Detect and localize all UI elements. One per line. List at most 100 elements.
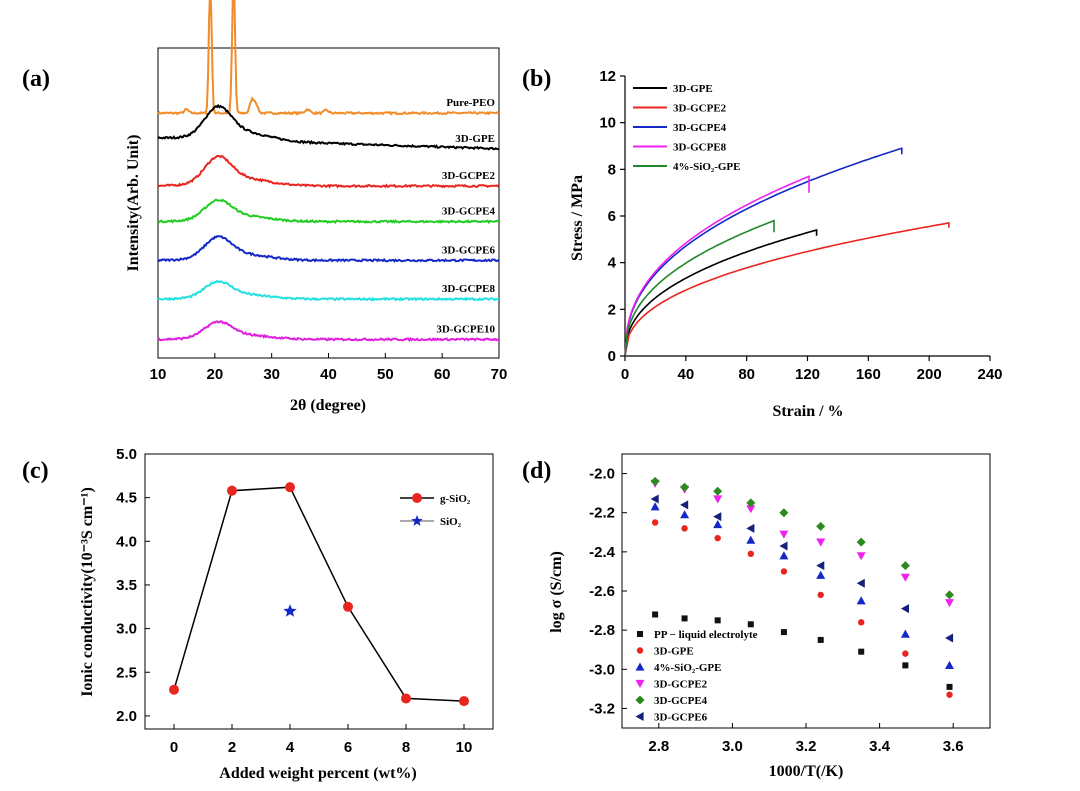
panel-c-point-g-sio (285, 482, 295, 493)
panel-d-point-4-sio-gpe (816, 570, 826, 579)
panel-b-ytick-label: 4 (608, 255, 617, 272)
panel-d-point-pp-liquid-electrolyte (681, 615, 688, 622)
panel-d-point-3d-gpe (817, 591, 824, 599)
panel-c-legend-marker-sio (411, 515, 423, 526)
panel-d-point-3d-gpe (780, 568, 788, 575)
panel-b-curve-4-sio-gpe (624, 219, 775, 357)
panel-c-legend-marker-g-sio (412, 493, 422, 503)
panel-d-point-4-sio-gpe (650, 502, 660, 511)
panel-d-legend-marker-3d-gpe (636, 647, 644, 654)
panel-d-xlabel: 1000/T(/K) (769, 763, 844, 780)
panel-d-legend-label-3d-gcpe2: 3D-GCPE2 (654, 679, 708, 691)
panel-c-ytick-label: 3.5 (116, 577, 137, 594)
panel-d-legend-marker-3d-gcpe4 (635, 695, 645, 705)
panel-d-point-4-sio-gpe (945, 660, 954, 669)
panel-d-point-3d-gpe (858, 619, 865, 626)
panel-a-xtick-label: 20 (206, 366, 223, 383)
panel-c-point-g-sio (169, 684, 179, 695)
panel-b-ytick-label: 0 (608, 348, 616, 365)
panel-b-xtick-label: 40 (677, 366, 694, 383)
panel-d-point-3d-gpe (946, 691, 953, 698)
panel-d-legend-marker-3d-gcpe2 (635, 679, 645, 688)
panel-b-legend-label-3d-gcpe8: 3D-GCPE8 (673, 142, 727, 154)
panel-d-ytick-label: -2.6 (589, 583, 615, 600)
panel-b-legend-label-3d-gcpe4: 3D-GCPE4 (673, 122, 727, 134)
panel-d-point-3d-gcpe2 (713, 495, 723, 504)
panel-d-arrhenius: 2.8 3.0 3.2 3.4 3.6 -3.2 -3.0 -2.8 -2.6 -2.4 -2.2 -… (548, 453, 991, 780)
panel-d-point-3d-gcpe4 (816, 521, 826, 531)
panel-d-point-4-sio-gpe (900, 629, 910, 638)
panel-d-point-3d-gcpe2 (945, 599, 954, 608)
panel-d-point-3d-gcpe2 (900, 573, 910, 582)
panel-a-curve-pure-peo (157, 0, 500, 116)
panel-c-point-g-sio (401, 693, 411, 704)
panel-d-point-3d-gpe (681, 525, 688, 532)
panel-c-ytick-label: 4.0 (116, 533, 137, 550)
panel-d-point-3d-gcpe4 (779, 508, 789, 518)
panel-a-xtick-label: 10 (150, 366, 167, 383)
panel-a-curve-label-3d-gpe: 3D-GPE (455, 133, 495, 145)
panel-a-curve-3d-gcpe6 (157, 235, 500, 263)
panel-d-legend-marker-4-sio-gpe (635, 662, 645, 671)
panel-d-ytick-label: -2.2 (589, 505, 615, 522)
panel-d-legend-label-pp-liquid-electrolyte: PP − liquid electrolyte (654, 629, 758, 641)
panel-c-xtick-label: 6 (344, 739, 352, 756)
panel-b-stress-strain: 0 40 80 120 160 200 240 0 2 4 6 8 10 12 3D-GPE 3D-GCPE… (569, 68, 1003, 420)
panel-d-point-pp-liquid-electrolyte (817, 636, 824, 643)
panel-c-xtick-label: 2 (228, 739, 236, 756)
panel-b-legend-label-3d-gpe: 3D-GPE (673, 83, 713, 95)
panel-d-point-3d-gcpe6 (856, 578, 865, 588)
panel-d-point-3d-gcpe6 (713, 512, 722, 522)
panel-b-ytick-label: 6 (608, 208, 616, 225)
panel-d-point-3d-gcpe4 (900, 561, 910, 571)
panel-d-point-4-sio-gpe (856, 596, 866, 605)
panel-a-xrd: Pure-PEO 3D-GPE 3D-GCPE2 3D-GCPE4 3D-GCPE6 3D… (125, 0, 507, 414)
panel-d-point-3d-gcpe4 (856, 537, 866, 547)
panel-b-curve-3d-gcpe2 (624, 222, 950, 357)
panel-a-xtick-label: 60 (434, 366, 451, 383)
panel-d-point-3d-gcpe2 (779, 530, 789, 539)
panel-a-curve-label-3d-gcpe8: 3D-GCPE8 (442, 283, 496, 295)
panel-a-curve-label-3d-gcpe2: 3D-GCPE2 (442, 170, 496, 182)
panel-d-point-pp-liquid-electrolyte (747, 621, 754, 628)
panel-d-point-3d-gcpe6 (650, 494, 659, 504)
panel-b-xtick-label: 240 (977, 366, 1002, 383)
panel-d-xtick-label: 3.6 (943, 738, 964, 755)
panel-d-point-pp-liquid-electrolyte (652, 611, 659, 618)
panel-c-conductivity: 0 2 4 6 8 102.02.53.03.54.04.55.0 g-SiO₂SiO₂ … (79, 446, 494, 782)
panel-c-line-g-sio (173, 486, 465, 702)
panel-b-legend-label-3d-gcpe2: 3D-GCPE2 (673, 103, 727, 115)
panel-a-xtick-label: 40 (320, 366, 337, 383)
panel-d-legend-label-3d-gcpe6: 3D-GCPE6 (654, 712, 708, 724)
panel-d-point-3d-gpe (902, 650, 909, 657)
panel-d-point-pp-liquid-electrolyte (946, 683, 953, 690)
panel-b-ylabel: Stress / MPa (569, 175, 586, 261)
panel-d-point-3d-gcpe4 (680, 482, 690, 492)
panel-d-ytick-label: -3.0 (589, 661, 615, 678)
panel-a-curve-3d-gcpe2 (157, 154, 500, 189)
panel-d-point-3d-gcpe6 (945, 633, 954, 643)
panel-d-legend-marker-3d-gcpe6 (635, 712, 644, 721)
panel-d-legend-label-3d-gpe: 3D-GPE (654, 646, 694, 658)
panel-d-legend-marker-pp-liquid-electrolyte (637, 631, 643, 637)
panel-d-ytick-label: -2.4 (589, 544, 616, 561)
panel-c-ytick-label: 3.0 (116, 621, 137, 638)
panel-label-c: (c) (22, 458, 49, 484)
panel-d-point-3d-gcpe6 (746, 523, 755, 533)
panel-c-xtick-label: 10 (456, 739, 473, 756)
panel-b-xtick-label: 120 (795, 366, 820, 383)
panel-a-curve-3d-gcpe10 (157, 320, 500, 343)
panel-d-point-4-sio-gpe (746, 535, 756, 544)
panel-b-xtick-label: 80 (738, 366, 755, 383)
panel-d-legend-label-3d-gcpe4: 3D-GCPE4 (654, 695, 708, 707)
panel-d-point-pp-liquid-electrolyte (714, 617, 721, 624)
panel-d-point-3d-gcpe2 (816, 538, 826, 547)
panel-label-a: (a) (22, 66, 50, 92)
panel-a-xtick-label: 50 (377, 366, 394, 383)
panel-d-point-pp-liquid-electrolyte (902, 662, 909, 669)
panel-d-point-3d-gpe (651, 519, 659, 526)
panel-c-ytick-label: 2.0 (116, 708, 137, 725)
panel-c-point-g-sio (343, 601, 353, 612)
panel-a-xtick-label: 70 (491, 366, 508, 383)
